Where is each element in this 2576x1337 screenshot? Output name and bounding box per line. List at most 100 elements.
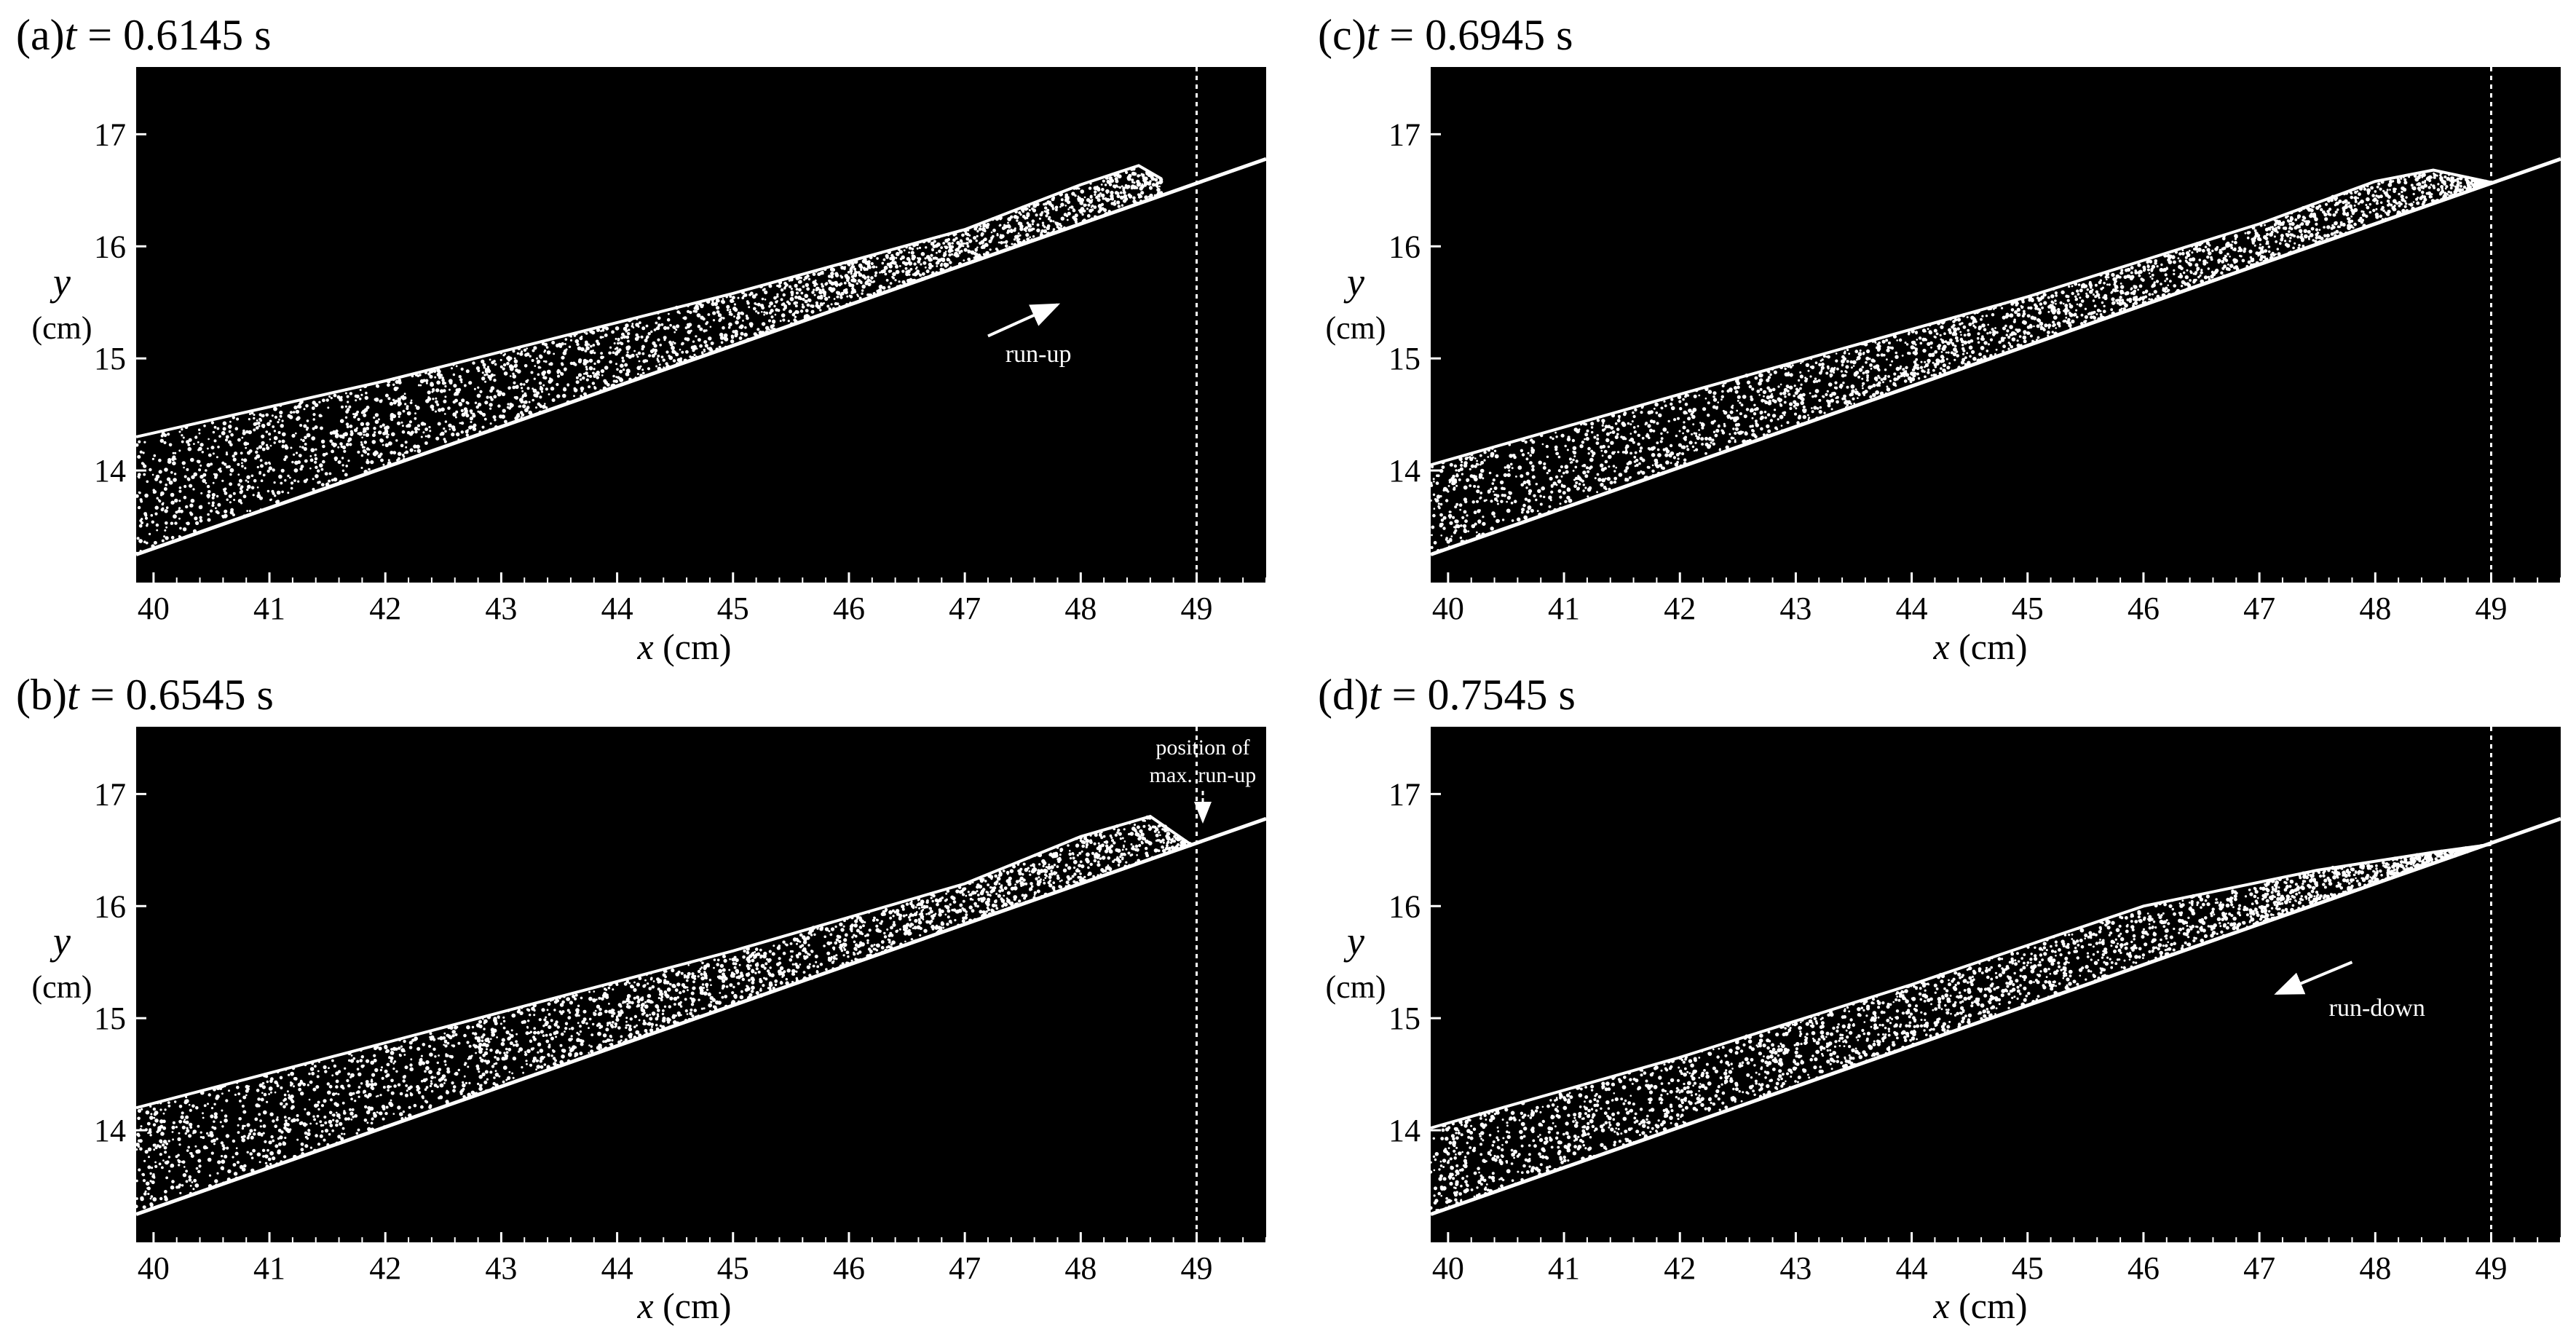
fluid-particle (824, 283, 828, 286)
fluid-particle (1096, 856, 1099, 859)
fluid-particle (647, 982, 649, 985)
fluid-particle (444, 384, 447, 388)
fluid-particle (335, 1085, 339, 1089)
fluid-particle (551, 398, 556, 402)
fluid-particle (461, 398, 465, 403)
fluid-particle (716, 306, 720, 310)
fluid-particle (1048, 863, 1051, 866)
fluid-particle (1071, 192, 1075, 195)
fluid-particle (559, 1044, 563, 1047)
fluid-particle (977, 894, 980, 896)
fluid-particle (449, 388, 451, 391)
fluid-particle (1109, 834, 1113, 837)
fluid-particle (363, 441, 368, 444)
fluid-particle (785, 283, 789, 287)
fluid-particle (765, 311, 769, 315)
fluid-particle (585, 346, 590, 351)
fluid-particle (895, 256, 898, 259)
fluid-particle (392, 1062, 395, 1065)
fluid-particle (690, 1008, 693, 1011)
fluid-particle (374, 419, 379, 425)
fluid-particle (588, 1052, 590, 1054)
fluid-particle (382, 432, 386, 435)
fluid-particle (543, 376, 548, 380)
fluid-particle (309, 1080, 313, 1084)
fluid-particle (962, 887, 966, 891)
fluid-particle (686, 1013, 689, 1015)
fluid-particle (691, 998, 695, 1002)
fluid-particle (668, 1005, 671, 1009)
fluid-particle (160, 508, 165, 512)
fluid-particle (435, 436, 440, 441)
fluid-particle (823, 944, 826, 947)
fluid-particle (757, 970, 761, 974)
fluid-particle (458, 375, 462, 379)
fluid-particle (252, 494, 255, 497)
fluid-particle (726, 309, 730, 312)
fluid-particle (151, 520, 154, 524)
fluid-particle (506, 406, 510, 409)
fluid-particle (344, 1067, 347, 1070)
fluid-particle (221, 1092, 224, 1095)
fluid-particle (165, 1196, 168, 1199)
fluid-particle (241, 1105, 245, 1108)
fluid-particle (708, 336, 712, 341)
fluid-particle (853, 273, 858, 277)
fluid-particle (794, 315, 797, 318)
fluid-particle (379, 1068, 383, 1072)
fluid-particle (138, 440, 141, 443)
fluid-particle (782, 318, 786, 322)
fluid-particle (304, 1144, 309, 1148)
fluid-particle (405, 1084, 408, 1087)
fluid-particle (996, 234, 999, 237)
fluid-particle (280, 424, 284, 428)
fluid-particle (645, 324, 649, 328)
fluid-particle (1001, 226, 1005, 230)
fluid-particle (707, 965, 710, 968)
fluid-particle (526, 379, 529, 382)
fluid-particle (280, 1130, 284, 1134)
fluid-particle (1127, 193, 1131, 197)
fluid-particle (928, 256, 932, 261)
fluid-particle (593, 1012, 597, 1017)
fluid-particle (316, 1075, 320, 1078)
fluid-particle (151, 1167, 154, 1170)
fluid-particle (266, 1080, 269, 1084)
fluid-particle (1015, 880, 1019, 884)
fluid-particle (300, 1092, 304, 1096)
fluid-particle (360, 1055, 364, 1059)
fluid-particle (245, 430, 249, 434)
fluid-particle (673, 342, 676, 344)
fluid-particle (437, 1037, 440, 1040)
fluid-particle (1097, 210, 1101, 213)
fluid-particle (262, 425, 265, 428)
fluid-particle (853, 923, 858, 928)
fluid-particle (146, 523, 149, 526)
fluid-particle (692, 340, 695, 343)
fluid-particle (550, 1054, 553, 1057)
fluid-particle (564, 349, 567, 353)
fluid-particle (467, 1065, 470, 1068)
fluid-particle (976, 246, 979, 249)
fluid-particle (711, 301, 716, 307)
fluid-particle (346, 1078, 349, 1083)
fluid-particle (516, 413, 520, 417)
fluid-particle (676, 358, 681, 362)
fluid-particle (925, 269, 930, 274)
fluid-particle (229, 501, 232, 504)
fluid-particle (197, 1124, 200, 1128)
fluid-particle (443, 1078, 447, 1082)
fluid-particle (662, 1009, 665, 1012)
fluid-particle (424, 379, 429, 383)
fluid-particle (161, 440, 164, 442)
fluid-particle (337, 446, 340, 449)
fluid-particle (704, 344, 708, 348)
fluid-particle (923, 928, 928, 934)
fluid-particle (341, 1132, 343, 1135)
fluid-particle (782, 308, 786, 311)
fluid-particle (1072, 859, 1078, 864)
fluid-particle (768, 304, 771, 308)
fluid-particle (281, 490, 284, 494)
fluid-particle (759, 948, 762, 952)
fluid-particle (597, 1012, 601, 1017)
